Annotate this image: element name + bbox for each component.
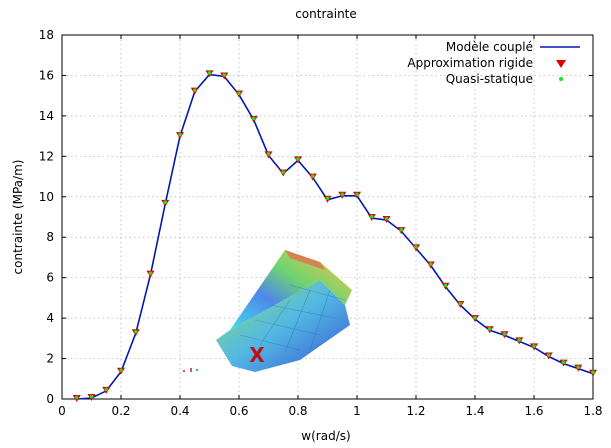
point-quasi xyxy=(399,227,404,232)
point-quasi xyxy=(325,196,330,201)
point-quasi xyxy=(428,262,433,266)
y-tick-label: 2 xyxy=(46,352,54,366)
x-tick-label: 1.2 xyxy=(406,404,425,418)
point-quasi xyxy=(355,192,359,197)
point-quasi xyxy=(487,326,492,331)
point-quasi xyxy=(207,71,212,75)
point-quasi xyxy=(148,271,153,275)
annotation-marker: X xyxy=(249,343,265,367)
point-quasi xyxy=(119,368,123,373)
x-tick-label: 1.8 xyxy=(583,404,602,418)
x-tick-label: 0.6 xyxy=(229,404,248,418)
legend-label-model: Modèle couplé xyxy=(446,40,533,54)
point-quasi xyxy=(517,338,522,342)
series-group xyxy=(72,70,597,402)
point-quasi xyxy=(369,214,374,219)
point-quasi xyxy=(296,157,300,161)
x-tick-label: 0 xyxy=(58,404,66,418)
y-tick-label: 8 xyxy=(46,230,54,244)
plot-frame xyxy=(61,34,594,400)
legend-label-rigid: Approximation rigide xyxy=(407,56,533,70)
point-quasi xyxy=(340,192,345,197)
y-tick-label: 14 xyxy=(39,109,54,123)
point-quasi xyxy=(310,174,315,178)
x-tick-label: 0.2 xyxy=(111,404,130,418)
point-quasi xyxy=(133,329,138,334)
x-tick-label: 0.8 xyxy=(288,404,307,418)
x-tick-label: 1.4 xyxy=(465,404,484,418)
point-quasi xyxy=(163,200,168,205)
point-quasi xyxy=(591,370,595,375)
y-tick-label: 4 xyxy=(46,311,54,325)
point-quasi xyxy=(473,315,477,320)
point-quasi xyxy=(502,332,507,336)
x-tick-label: 1 xyxy=(353,404,361,418)
point-quasi xyxy=(266,152,271,156)
point-quasi xyxy=(561,360,566,364)
point-quasi xyxy=(104,387,109,392)
point-quasi xyxy=(443,283,448,288)
point-quasi xyxy=(222,73,227,77)
legend-label-quasi: Quasi-statique xyxy=(446,72,533,86)
point-quasi xyxy=(89,394,94,399)
point-quasi xyxy=(237,91,241,95)
y-axis-label: contrainte (MPa/m) xyxy=(11,160,25,275)
point-quasi xyxy=(546,353,551,357)
x-axis: 0 0.2 0.4 0.6 0.8 1 1.2 1.4 1.6 1.8 xyxy=(58,35,603,418)
point-quasi xyxy=(192,88,197,92)
x-tick-label: 0.4 xyxy=(170,404,189,418)
grid xyxy=(62,35,593,399)
x-axis-label: w(rad/s) xyxy=(301,429,350,443)
point-quasi xyxy=(281,170,286,174)
y-tick-label: 18 xyxy=(39,28,54,42)
series-line-model xyxy=(76,73,594,400)
y-tick-label: 16 xyxy=(39,68,54,82)
point-quasi xyxy=(576,365,581,369)
ship-hull-stress-icon xyxy=(183,250,352,372)
point-quasi xyxy=(458,301,463,306)
point-quasi xyxy=(384,216,389,221)
x-tick-label: 1.6 xyxy=(524,404,543,418)
legend: Modèle couplé Approximation rigide Quasi… xyxy=(407,40,580,86)
point-quasi xyxy=(532,344,536,348)
y-tick-label: 6 xyxy=(46,271,54,285)
y-tick-label: 0 xyxy=(46,392,54,406)
point-quasi xyxy=(251,116,256,121)
chart-title: contrainte xyxy=(295,7,357,21)
legend-swatch-quasi xyxy=(559,77,563,81)
y-tick-label: 12 xyxy=(39,149,54,163)
point-quasi xyxy=(178,132,182,137)
legend-swatch-rigid xyxy=(556,60,566,68)
y-tick-label: 10 xyxy=(39,190,54,204)
y-axis: 0 2 4 6 8 10 12 14 16 18 xyxy=(39,28,593,406)
point-quasi xyxy=(74,395,79,400)
point-quasi xyxy=(414,245,418,249)
